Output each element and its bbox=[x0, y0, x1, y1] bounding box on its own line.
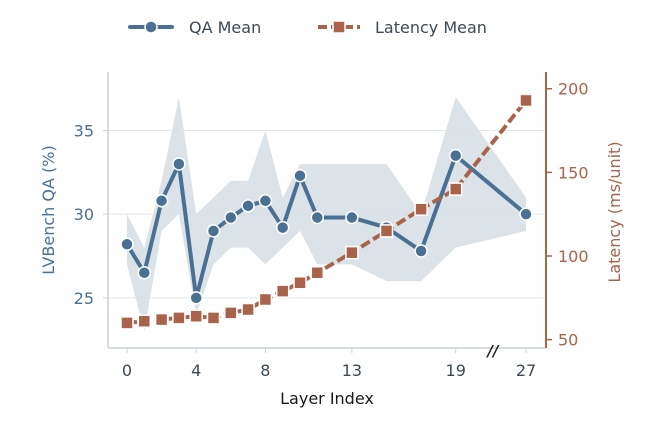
latency-point bbox=[154, 312, 169, 327]
series bbox=[120, 93, 533, 330]
qa-point bbox=[448, 148, 463, 163]
x-axis-title: Layer Index bbox=[280, 389, 374, 408]
latency-point bbox=[120, 316, 134, 330]
legend-label-latency: Latency Mean bbox=[375, 18, 487, 37]
right-tick-label: 50 bbox=[558, 331, 578, 350]
qa-point bbox=[258, 194, 273, 208]
right-tick-label: 200 bbox=[558, 80, 589, 99]
left-tick-label: 25 bbox=[74, 289, 94, 308]
latency-point bbox=[241, 302, 255, 317]
latency-point bbox=[224, 306, 238, 320]
qa-point bbox=[154, 194, 169, 208]
legend-label-qa: QA Mean bbox=[189, 18, 261, 37]
qa-point bbox=[275, 220, 290, 235]
latency-point bbox=[414, 202, 428, 216]
left-tick-label: 35 bbox=[74, 122, 94, 141]
qa-point bbox=[206, 224, 221, 238]
x-tick-label: 0 bbox=[122, 361, 132, 380]
qa-point bbox=[293, 168, 307, 183]
legend: QA Mean Latency Mean bbox=[128, 18, 487, 37]
qa-point bbox=[241, 199, 255, 213]
left-axis-title: LVBench QA (%) bbox=[39, 145, 58, 274]
qa-point bbox=[414, 244, 428, 258]
x-tick-label: 19 bbox=[446, 361, 466, 380]
x-tick-label: 4 bbox=[191, 361, 201, 380]
latency-point bbox=[448, 182, 463, 196]
legend-item-qa: QA Mean bbox=[128, 18, 261, 37]
x-tick-label: 13 bbox=[342, 361, 362, 380]
latency-point bbox=[275, 284, 290, 298]
legend-item-latency: Latency Mean bbox=[318, 18, 487, 37]
latency-point bbox=[172, 311, 186, 325]
latency-point bbox=[519, 93, 533, 108]
x-tick-label: 27 bbox=[516, 361, 536, 380]
ticks: 0 4 8 13 19 27 25 30 35 50 100 150 200 bbox=[74, 80, 589, 380]
latency-point bbox=[310, 265, 325, 280]
right-axis-title: Latency (ms/unit) bbox=[605, 141, 624, 282]
qa-point bbox=[120, 237, 134, 252]
qa-band-area bbox=[127, 97, 526, 332]
qa-point bbox=[172, 157, 186, 171]
latency-point bbox=[137, 314, 152, 328]
axes: // bbox=[107, 72, 547, 360]
axis-break-marker: // bbox=[486, 342, 500, 360]
latency-point bbox=[379, 224, 394, 238]
latency-point bbox=[293, 276, 307, 290]
x-tick-label: 8 bbox=[260, 361, 270, 380]
right-tick-label: 150 bbox=[558, 163, 589, 182]
qa-point bbox=[345, 210, 359, 225]
qa-point bbox=[224, 210, 238, 225]
latency-point bbox=[189, 309, 203, 323]
right-tick-label: 100 bbox=[558, 247, 589, 266]
latency-point bbox=[258, 292, 273, 307]
qa-point bbox=[310, 210, 325, 225]
left-tick-label: 30 bbox=[74, 205, 94, 224]
latency-point bbox=[345, 245, 359, 260]
qa-band bbox=[127, 97, 526, 332]
latency-point bbox=[206, 311, 221, 325]
qa-point bbox=[137, 265, 152, 280]
qa-point bbox=[519, 207, 533, 221]
qa-point bbox=[189, 291, 203, 305]
